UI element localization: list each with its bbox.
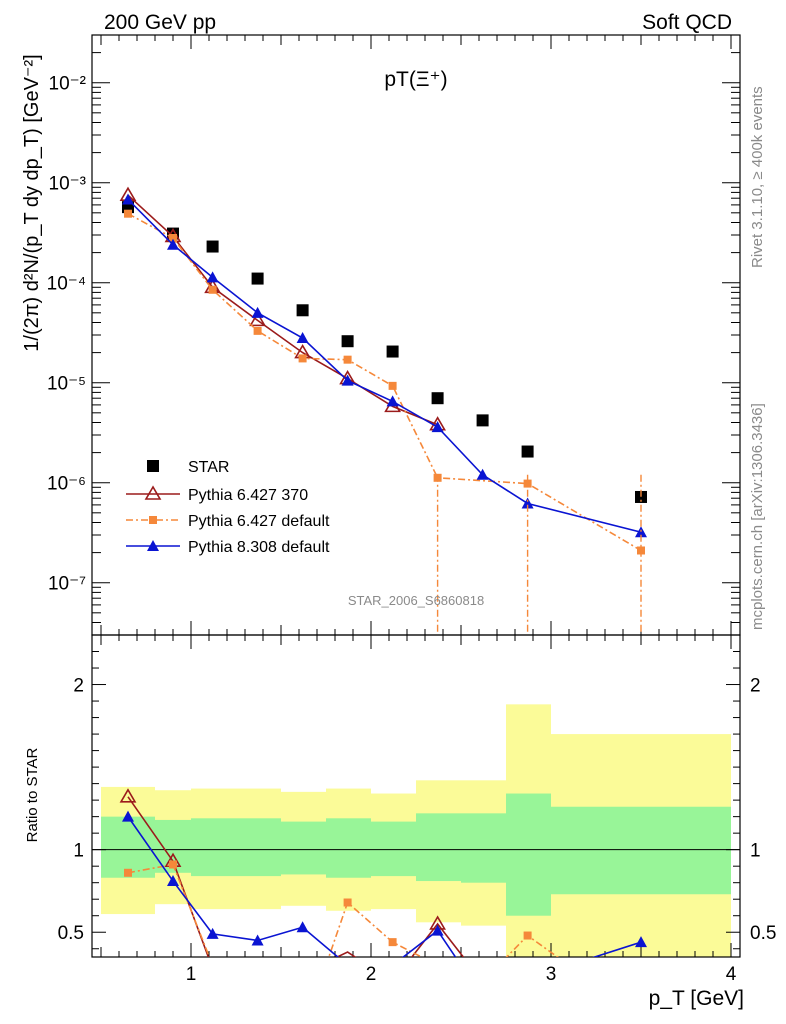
y-tick-label: 10⁻⁶ <box>47 474 86 495</box>
data-point <box>476 468 489 480</box>
ratio-point <box>167 875 179 887</box>
ratio-line <box>127 796 210 957</box>
y-tick-label: 10⁻⁷ <box>48 574 86 595</box>
ratio-bands <box>101 704 731 957</box>
band-inner <box>551 806 731 895</box>
legend-label: Pythia 6.427 370 <box>188 487 308 504</box>
ratio-tick-label: 2 <box>73 676 84 697</box>
data-point <box>296 304 309 317</box>
x-tick-label: 4 <box>726 964 737 985</box>
legend-label: STAR <box>188 459 229 476</box>
x-tick-label: 3 <box>546 964 557 985</box>
y-axis-title: 1/(2π) d²N/(p_T dy dp_T) [GeV⁻²] <box>21 54 43 351</box>
data-point <box>431 392 444 405</box>
band-inner <box>191 818 236 877</box>
ratio-tick-label: 1 <box>750 841 761 862</box>
ratio-point <box>523 931 532 940</box>
data-point <box>521 445 534 458</box>
y-tick-label: 10⁻⁵ <box>47 374 86 395</box>
data-point <box>386 395 399 407</box>
data-point <box>296 331 309 343</box>
data-point <box>431 421 444 433</box>
ratio-tick-label: 1 <box>73 841 84 862</box>
data-point <box>343 355 352 364</box>
data-point <box>341 335 354 348</box>
ratio-point <box>388 938 397 947</box>
category-label: Soft QCD <box>642 11 732 34</box>
data-point <box>208 285 217 294</box>
ratio-y-axis-title: Ratio to STAR <box>24 747 41 842</box>
data-point <box>298 354 307 363</box>
ratio-line <box>592 941 642 957</box>
ratio-point <box>206 927 219 939</box>
legend-marker <box>149 516 157 524</box>
data-point <box>386 345 399 358</box>
legend-label: Pythia 8.308 default <box>188 539 330 556</box>
data-point <box>249 311 266 327</box>
ratio-frame <box>91 634 741 958</box>
ratio-tick-label: 0.5 <box>750 923 776 944</box>
data-point <box>169 233 177 242</box>
ratio-point <box>124 868 132 877</box>
x-tick-label: 2 <box>366 964 377 985</box>
ratio-tick-label: 0.5 <box>58 923 84 944</box>
rivet-label: Rivet 3.1.10, ≥ 400k events <box>749 86 766 268</box>
ratio-point <box>251 934 264 946</box>
legend-marker <box>144 485 162 500</box>
y-tick-label: 10⁻³ <box>49 174 87 195</box>
chart-title: pT(Ξ⁺) <box>384 68 447 91</box>
mcplots-label: mcplots.cern.ch [arXiv:1306.3436] <box>749 403 766 630</box>
band-inner <box>326 818 371 878</box>
main-panel: 10⁻⁷ 10⁻⁶ 10⁻⁵ 10⁻⁴ 10⁻³ 10⁻² <box>47 34 741 636</box>
data-point <box>122 193 134 205</box>
ratio-point <box>343 898 352 907</box>
series-line <box>127 194 438 426</box>
series-group <box>119 186 647 635</box>
ratio-tick-label: 2 <box>750 676 761 697</box>
band-inner <box>416 813 461 882</box>
band-inner <box>281 821 326 875</box>
ratio-point <box>635 936 647 948</box>
data-point <box>206 271 219 283</box>
data-point <box>521 497 534 509</box>
data-point <box>523 479 532 488</box>
analysis-watermark: STAR_2006_S6860818 <box>348 593 484 608</box>
series-line <box>127 198 642 533</box>
energy-label: 200 GeV pp <box>104 11 216 34</box>
data-point <box>251 272 264 285</box>
data-point <box>124 209 132 218</box>
band-inner <box>101 816 155 878</box>
ratio-point <box>119 788 137 803</box>
y-tick-label: 10⁻² <box>49 74 87 95</box>
ratio-panel: 1 2 3 4 0.5 0.5 1 1 2 2 <box>58 634 776 985</box>
data-point <box>476 414 489 427</box>
data-point <box>341 374 354 386</box>
legend-marker <box>147 540 159 551</box>
ratio-point <box>431 924 444 936</box>
data-point <box>253 326 262 335</box>
legend-marker <box>147 460 159 472</box>
ratio-point <box>169 860 177 869</box>
data-point <box>167 238 179 250</box>
data-point <box>635 490 647 503</box>
ratio-line <box>335 922 465 957</box>
legend-label: Pythia 6.427 default <box>188 513 330 530</box>
data-point <box>206 240 219 253</box>
ratio-point <box>122 810 134 822</box>
band-inner <box>461 813 506 883</box>
x-tick-label: 1 <box>186 964 197 985</box>
y-tick-label: 10⁻⁴ <box>47 274 86 295</box>
data-point <box>251 306 264 318</box>
band-inner <box>236 818 281 877</box>
legend: STAR Pythia 6.427 370 Pythia 6.427 default… <box>126 459 330 556</box>
band-inner <box>506 793 551 916</box>
x-axis-title: p_T [GeV] <box>649 987 744 1010</box>
ratio-point <box>296 921 309 933</box>
band-inner <box>371 821 416 877</box>
data-point <box>388 381 397 390</box>
ratio-series-group <box>119 788 647 957</box>
